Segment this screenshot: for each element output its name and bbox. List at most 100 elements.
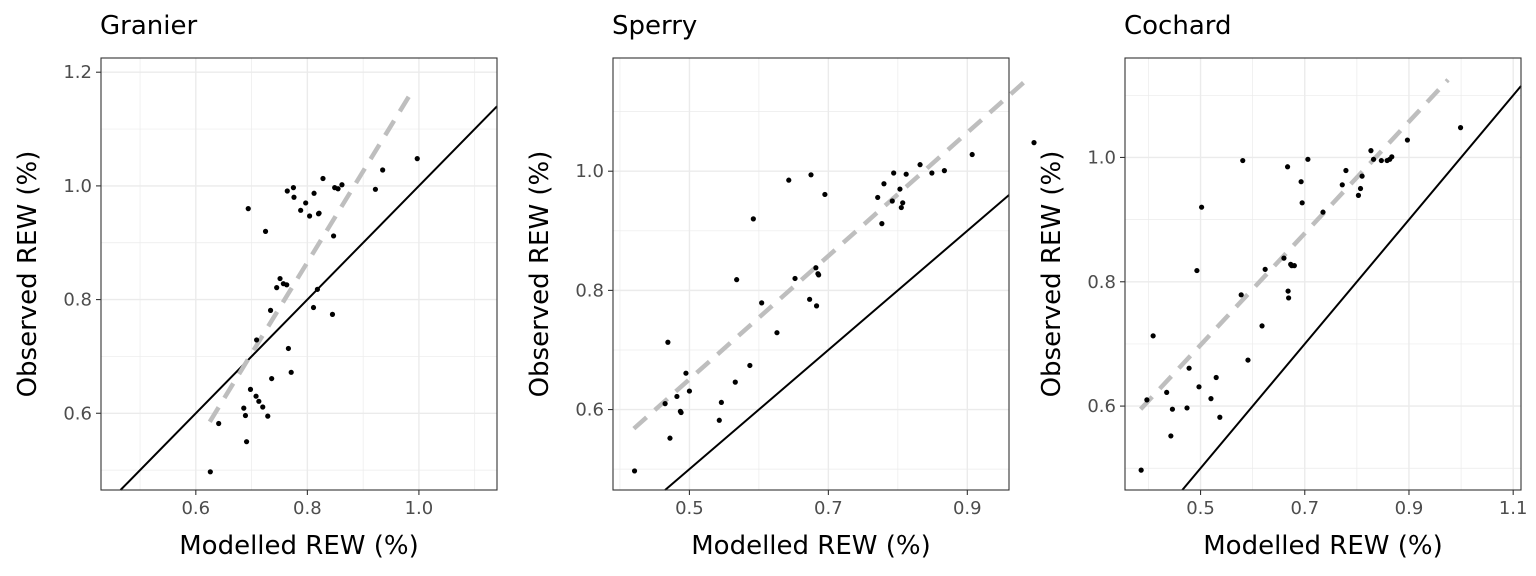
- x-tick-label: 0.9: [953, 498, 982, 519]
- data-point: [900, 200, 906, 206]
- data-point: [822, 191, 828, 198]
- y-tick-label: 1.0: [63, 176, 92, 197]
- data-point: [1150, 333, 1156, 339]
- data-point: [245, 206, 251, 212]
- panel-background: [1125, 58, 1521, 490]
- data-point: [288, 369, 294, 375]
- data-point: [291, 194, 297, 200]
- data-point: [1284, 164, 1291, 170]
- data-point: [1457, 125, 1464, 131]
- data-point: [207, 469, 213, 475]
- x-tick-label: 0.7: [814, 498, 843, 519]
- reference-line: [119, 105, 498, 491]
- data-point: [241, 405, 247, 411]
- data-point: [667, 435, 673, 441]
- data-point: [807, 296, 813, 302]
- y-tick-label: 0.6: [63, 403, 92, 424]
- x-tick-label: 0.5: [675, 498, 704, 519]
- data-point: [1196, 384, 1202, 390]
- x-tick-label: 0.7: [1290, 498, 1319, 519]
- data-point: [1404, 137, 1411, 143]
- data-point: [1343, 167, 1349, 174]
- data-point: [929, 170, 935, 176]
- data-point: [1389, 154, 1395, 160]
- data-point: [662, 401, 668, 407]
- data-point: [1262, 266, 1268, 272]
- x-tick-label: 0.8: [293, 498, 322, 519]
- data-point: [683, 370, 689, 376]
- y-ticks: 0.6 0.8 1.0: [575, 161, 613, 421]
- data-point: [372, 186, 379, 192]
- y-tick-label: 1.2: [63, 62, 92, 83]
- data-point: [759, 300, 765, 306]
- reference-line: [664, 194, 1010, 491]
- data-point: [1368, 148, 1374, 154]
- data-point: [665, 339, 671, 345]
- data-point: [903, 171, 909, 177]
- data-point: [718, 399, 724, 406]
- data-point: [1259, 323, 1265, 329]
- x-axis-label: Modelled REW (%): [691, 531, 931, 561]
- fit-line: [1138, 78, 1450, 411]
- data-point: [335, 186, 341, 192]
- data-point: [1138, 467, 1144, 473]
- data-point: [1217, 414, 1223, 420]
- x-tick-label: 0.9: [1395, 498, 1424, 519]
- data-point: [1198, 204, 1205, 210]
- data-point: [813, 265, 819, 271]
- data-point: [813, 303, 820, 309]
- data-point: [284, 282, 290, 288]
- data-point: [314, 286, 321, 292]
- data-point: [274, 285, 280, 291]
- data-point: [879, 221, 885, 227]
- y-ticks: 0.6 0.8 1.0: [1087, 147, 1125, 417]
- fit-line: [632, 75, 1032, 431]
- data-point: [1298, 179, 1304, 185]
- panel-title: Sperry: [612, 11, 697, 41]
- data-point: [265, 413, 271, 419]
- data-point: [1370, 156, 1377, 162]
- data-point: [1164, 389, 1170, 396]
- data-point: [320, 175, 326, 182]
- data-point: [339, 182, 345, 188]
- data-point: [247, 386, 254, 392]
- data-points: [207, 156, 420, 475]
- x-ticks: 0.6 0.8 1.0: [181, 490, 433, 519]
- panel-title: Cochard: [1124, 11, 1232, 41]
- panel-frame: [612, 57, 1010, 491]
- data-point: [1245, 357, 1251, 363]
- y-tick-label: 0.8: [575, 280, 604, 301]
- gridlines: [1125, 58, 1521, 490]
- data-point: [1144, 397, 1150, 403]
- data-point: [816, 272, 822, 278]
- data-point: [303, 200, 309, 206]
- data-point: [1281, 255, 1287, 261]
- data-point: [330, 233, 337, 239]
- data-point: [277, 275, 283, 282]
- data-point: [1213, 374, 1219, 381]
- y-axis-label: Observed REW (%): [13, 151, 43, 398]
- data-point: [969, 151, 975, 158]
- data-point: [1299, 200, 1305, 206]
- data-point: [290, 185, 297, 191]
- gridlines: [101, 58, 497, 490]
- panel-sperry: Sperry 0.5 0.7 0.9 0.6 0.8 1.0 Modelled REW …: [525, 11, 1037, 561]
- data-point: [881, 181, 887, 187]
- reference-line: [1181, 85, 1522, 491]
- y-tick-label: 0.6: [575, 400, 604, 421]
- data-point: [898, 204, 904, 211]
- x-axis-label: Modelled REW (%): [1203, 531, 1443, 561]
- panel-cochard: Cochard 0.5 0.7 0.9 1.1 0.6 0.8 1.0 Modelled …: [1037, 11, 1528, 561]
- fit-line: [207, 88, 416, 423]
- x-tick-label: 0.6: [181, 498, 210, 519]
- data-point: [284, 188, 290, 194]
- data-points: [631, 140, 1037, 474]
- data-point: [414, 156, 420, 162]
- data-point: [260, 404, 266, 410]
- data-point: [786, 177, 792, 183]
- y-tick-label: 0.6: [1087, 396, 1116, 417]
- regression-line: [207, 88, 416, 423]
- panel-frame: [1124, 57, 1522, 491]
- data-point: [254, 337, 260, 343]
- data-point: [1286, 295, 1292, 301]
